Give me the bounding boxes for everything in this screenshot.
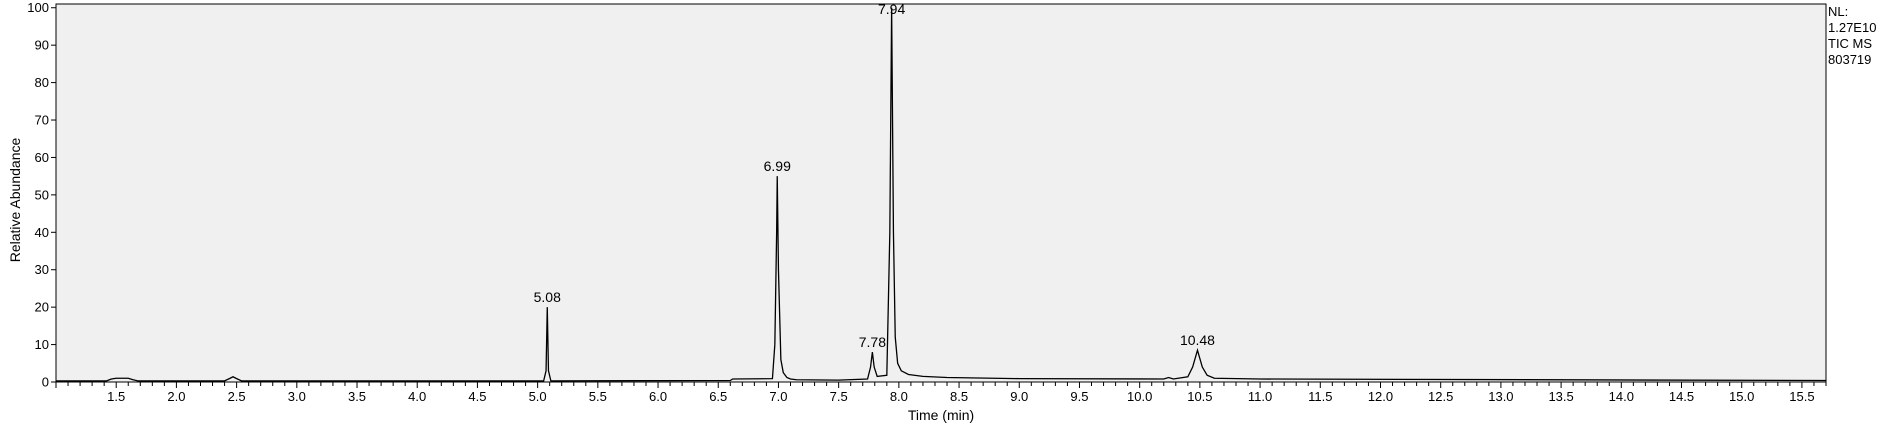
x-tick-label: 15.5 — [1789, 389, 1814, 404]
x-tick-label: 13.5 — [1548, 389, 1573, 404]
tic-trace-line — [56, 7, 1827, 382]
y-tick-label: 10 — [35, 337, 49, 352]
y-tick-label: 40 — [35, 225, 49, 240]
trace-info-panel: NL: 1.27E10 TIC MS 803719 — [1828, 4, 1876, 68]
y-tick-label: 0 — [42, 375, 49, 390]
x-tick-label: 3.5 — [348, 389, 366, 404]
x-tick-label: 12.0 — [1368, 389, 1393, 404]
y-tick-label: 50 — [35, 187, 49, 202]
x-tick-label: 11.5 — [1308, 389, 1332, 404]
x-tick-label: 5.5 — [589, 389, 607, 404]
x-axis: 1.5 2.0 2.5 3.0 3.5 4.0 4.5 5.0 5.5 6.0 6.5 7.0 7.5 8… — [55, 382, 1827, 404]
x-axis-title: Time (min) — [908, 407, 974, 423]
x-tick-label: 1.5 — [107, 389, 125, 404]
x-tick-label: 10.5 — [1187, 389, 1212, 404]
peak-label: 7.78 — [859, 334, 886, 350]
x-tick-label: 6.0 — [649, 389, 667, 404]
x-tick-label: 3.0 — [288, 389, 306, 404]
x-tick-label: 9.5 — [1070, 389, 1088, 404]
x-tick-label: 8.5 — [950, 389, 968, 404]
peak-labels: 5.08 6.99 7.78 7.94 10.48 — [534, 1, 1216, 350]
plot-area-background — [55, 3, 1827, 383]
peak-label: 5.08 — [534, 289, 561, 305]
y-tick-label: 30 — [35, 262, 49, 277]
x-tick-label: 11.0 — [1248, 389, 1272, 404]
x-tick-label: 4.5 — [468, 389, 486, 404]
y-tick-label: 100 — [27, 0, 49, 15]
y-tick-label: 70 — [35, 113, 49, 128]
x-tick-label: 5.0 — [529, 389, 547, 404]
x-tick-label: 14.5 — [1669, 389, 1694, 404]
y-tick-label: 80 — [35, 75, 49, 90]
x-tick-label: 15.0 — [1729, 389, 1754, 404]
y-axis-title: Relative Abundance — [7, 138, 23, 263]
x-tick-label: 2.0 — [167, 389, 185, 404]
x-tick-label: 12.5 — [1428, 389, 1453, 404]
x-tick-label: 14.0 — [1609, 389, 1634, 404]
x-tick-label: 2.5 — [228, 389, 246, 404]
trace-type-label: TIC MS — [1828, 36, 1873, 51]
x-tick-label: 10.0 — [1127, 389, 1152, 404]
x-tick-label: 13.0 — [1488, 389, 1513, 404]
x-tick-label: 8.0 — [890, 389, 908, 404]
x-tick-label: 7.0 — [769, 389, 787, 404]
file-id-label: 803719 — [1828, 52, 1872, 67]
y-tick-label: 20 — [35, 300, 49, 315]
peak-label: 6.99 — [764, 158, 791, 174]
x-tick-label: 6.5 — [709, 389, 727, 404]
y-tick-label: 60 — [35, 150, 49, 165]
y-axis: 0 10 20 30 40 50 60 70 80 90 100 — [27, 0, 56, 390]
peak-label: 7.94 — [878, 1, 905, 17]
normalization-label: NL: — [1828, 4, 1849, 19]
x-tick-label: 4.0 — [408, 389, 426, 404]
x-tick-label: 7.5 — [830, 389, 848, 404]
y-tick-label: 90 — [35, 38, 49, 53]
peak-label: 10.48 — [1180, 332, 1215, 348]
x-tick-label: 9.0 — [1010, 389, 1028, 404]
normalization-value: 1.27E10 — [1828, 20, 1877, 35]
